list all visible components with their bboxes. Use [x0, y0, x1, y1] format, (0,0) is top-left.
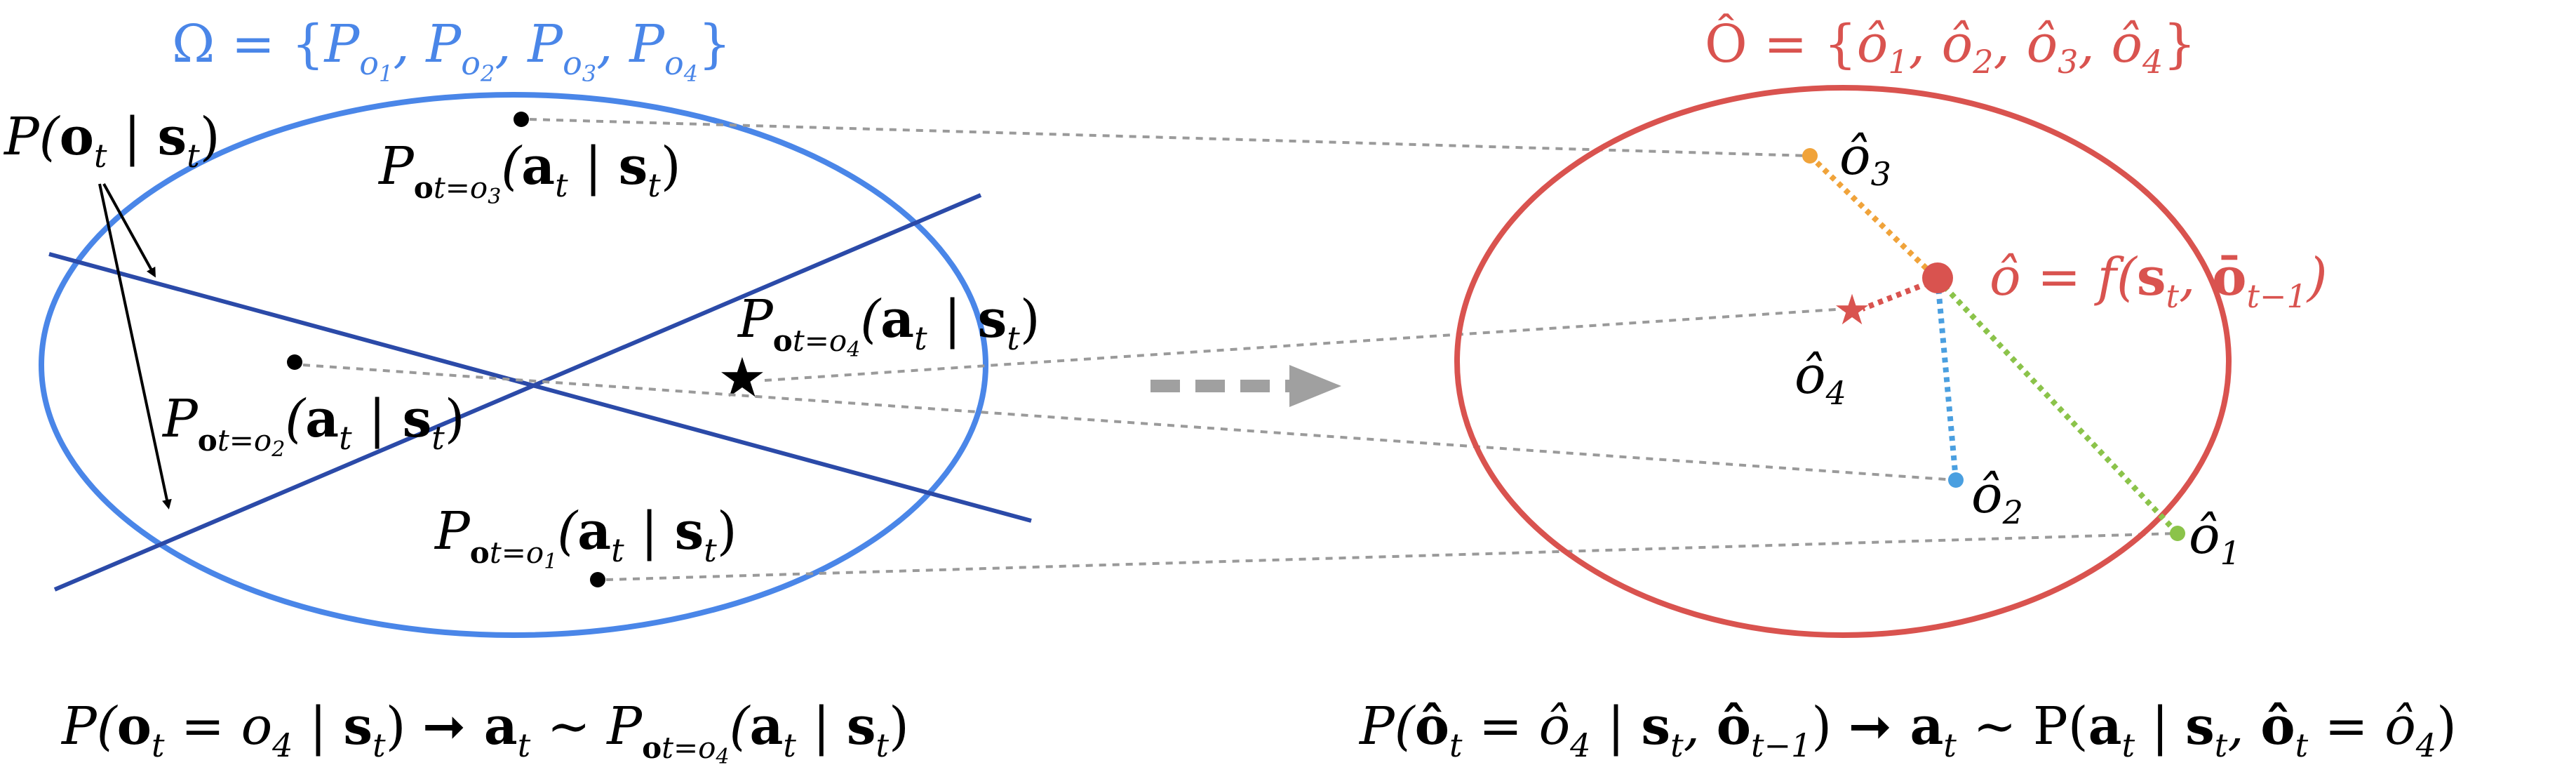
policy-set-ellipse	[39, 92, 988, 638]
policy-set-title: Ω = {Po1, Po2, Po3, Po4}	[172, 14, 731, 87]
observation-label-o3: ô3	[1839, 126, 1891, 193]
policy-point-o3	[514, 112, 529, 127]
observation-point-o3	[1802, 148, 1818, 164]
red-star-icon: ★	[1833, 286, 1871, 335]
observation-label-o4: ô4	[1795, 345, 1846, 412]
observation-point-o2	[1948, 472, 1964, 488]
bottom-formula-right: P(ôt = ô4 | st, ôt−1) ➞ at ~ P(at | st, …	[1358, 696, 2457, 764]
policy-label-o2: Pot=o2(at | st)	[161, 389, 465, 462]
prediction-point	[1922, 262, 1953, 293]
observation-label-o2: ô2	[1971, 465, 2023, 531]
policy-label-o3: Pot=o3(at | st)	[377, 136, 681, 209]
partition-line-1	[48, 252, 1032, 523]
connector-o2	[302, 364, 1957, 481]
connector-o1	[605, 532, 2178, 581]
transition-arrow	[1151, 365, 1341, 407]
policy-point-o1	[590, 572, 605, 587]
star-icon: ★	[718, 347, 767, 410]
observation-set-title: Ô = {ô1, ô2, ô3, ô4}	[1705, 12, 2196, 81]
observation-label-o1: ô1	[2189, 505, 2241, 572]
dist-line-o2	[1935, 279, 1959, 481]
partition-line-2	[53, 193, 982, 592]
prediction-label: ô = f(st, ōt−1)	[1990, 247, 2328, 315]
observation-set-ellipse	[1454, 85, 2232, 638]
obs-arrow-2	[98, 183, 172, 510]
observation-point-o1	[2170, 526, 2185, 541]
policy-label-o1: Pot=o1(at | st)	[434, 501, 737, 574]
observation-prior-label: P(ot | st)	[3, 107, 220, 175]
obs-arrow-1	[102, 183, 156, 278]
policy-label-o4: Pot=o4(at | st)	[737, 289, 1040, 362]
bottom-formula-left: P(ot = o4 | st) ➞ at ~ Pot=o4(at | st)	[60, 696, 909, 769]
policy-point-o2	[287, 354, 302, 370]
